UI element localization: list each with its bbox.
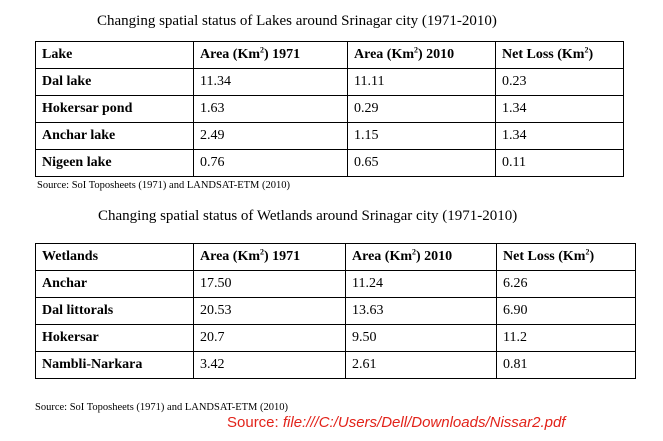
web-source-link[interactable]: Source: file:///C:/Users/Dell/Downloads/… [227,414,565,431]
net-loss-value: 0.23 [495,68,624,96]
area-1971-value: 2.49 [193,122,348,150]
lake-name: Anchar lake [35,122,194,150]
lakes-col-lake: Lake [35,41,194,69]
area-1971-value: 20.53 [193,297,346,325]
table-row: Hokersar pond 1.63 0.29 1.34 [35,95,624,123]
net-loss-value: 6.90 [496,297,636,325]
area-1971-value: 11.34 [193,68,348,96]
area-2010-value: 0.29 [347,95,496,123]
wetlands-col-area-1971: Area (Km2) 1971 [193,243,346,271]
area-1971-value: 3.42 [193,351,346,379]
lakes-header-row: Lake Area (Km2) 1971 Area (Km2) 2010 Net… [35,41,624,69]
wetlands-col-area-2010: Area (Km2) 2010 [345,243,497,271]
wetlands-table-caption: Changing spatial status of Wetlands arou… [98,208,518,224]
lakes-source-note: Source: SoI Toposheets (1971) and LANDSA… [37,180,290,191]
area-1971-value: 0.76 [193,149,348,177]
table-row: Dal lake 11.34 11.11 0.23 [35,68,624,96]
area-2010-value: 1.15 [347,122,496,150]
table-row: Dal littorals 20.53 13.63 6.90 [35,297,636,325]
area-1971-value: 17.50 [193,270,346,298]
lake-name: Dal lake [35,68,194,96]
wetland-name: Anchar [35,270,194,298]
lakes-table-caption: Changing spatial status of Lakes around … [97,13,497,29]
net-loss-value: 6.26 [496,270,636,298]
wetland-name: Nambli-Narkara [35,351,194,379]
area-2010-value: 11.11 [347,68,496,96]
area-2010-value: 13.63 [345,297,497,325]
lake-name: Hokersar pond [35,95,194,123]
wetland-name: Hokersar [35,324,194,352]
wetlands-table: Wetlands Area (Km2) 1971 Area (Km2) 2010… [35,243,636,379]
table-row: Nambli-Narkara 3.42 2.61 0.81 [35,351,636,379]
area-2010-value: 2.61 [345,351,497,379]
net-loss-value: 1.34 [495,95,624,123]
net-loss-value: 0.11 [495,149,624,177]
area-1971-value: 20.7 [193,324,346,352]
lakes-table: Lake Area (Km2) 1971 Area (Km2) 2010 Net… [35,41,624,177]
table-row: Anchar lake 2.49 1.15 1.34 [35,122,624,150]
lakes-col-area-1971: Area (Km2) 1971 [193,41,348,69]
area-2010-value: 0.65 [347,149,496,177]
wetlands-header-row: Wetlands Area (Km2) 1971 Area (Km2) 2010… [35,243,636,271]
area-2010-value: 9.50 [345,324,497,352]
net-loss-value: 11.2 [496,324,636,352]
table-row: Nigeen lake 0.76 0.65 0.11 [35,149,624,177]
lakes-col-area-2010: Area (Km2) 2010 [347,41,496,69]
web-source-path[interactable]: file:///C:/Users/Dell/Downloads/Nissar2.… [282,414,566,431]
area-2010-value: 11.24 [345,270,497,298]
net-loss-value: 0.81 [496,351,636,379]
wetlands-source-note: Source: SoI Toposheets (1971) and LANDSA… [35,402,288,413]
wetlands-col-net-loss: Net Loss (Km2) [496,243,636,271]
table-row: Anchar 17.50 11.24 6.26 [35,270,636,298]
table-row: Hokersar 20.7 9.50 11.2 [35,324,636,352]
wetland-name: Dal littorals [35,297,194,325]
lake-name: Nigeen lake [35,149,194,177]
wetlands-col-wetland: Wetlands [35,243,194,271]
net-loss-value: 1.34 [495,122,624,150]
web-source-label: Source: [227,414,283,431]
area-1971-value: 1.63 [193,95,348,123]
lakes-col-net-loss: Net Loss (Km2) [495,41,624,69]
